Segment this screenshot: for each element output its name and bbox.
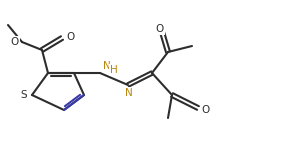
Text: O: O <box>201 105 209 115</box>
Text: O: O <box>11 37 19 47</box>
Text: N: N <box>125 88 133 98</box>
Text: N: N <box>103 61 111 71</box>
Text: O: O <box>66 32 74 42</box>
Text: S: S <box>20 90 27 100</box>
Text: H: H <box>110 65 118 75</box>
Text: O: O <box>156 24 164 34</box>
